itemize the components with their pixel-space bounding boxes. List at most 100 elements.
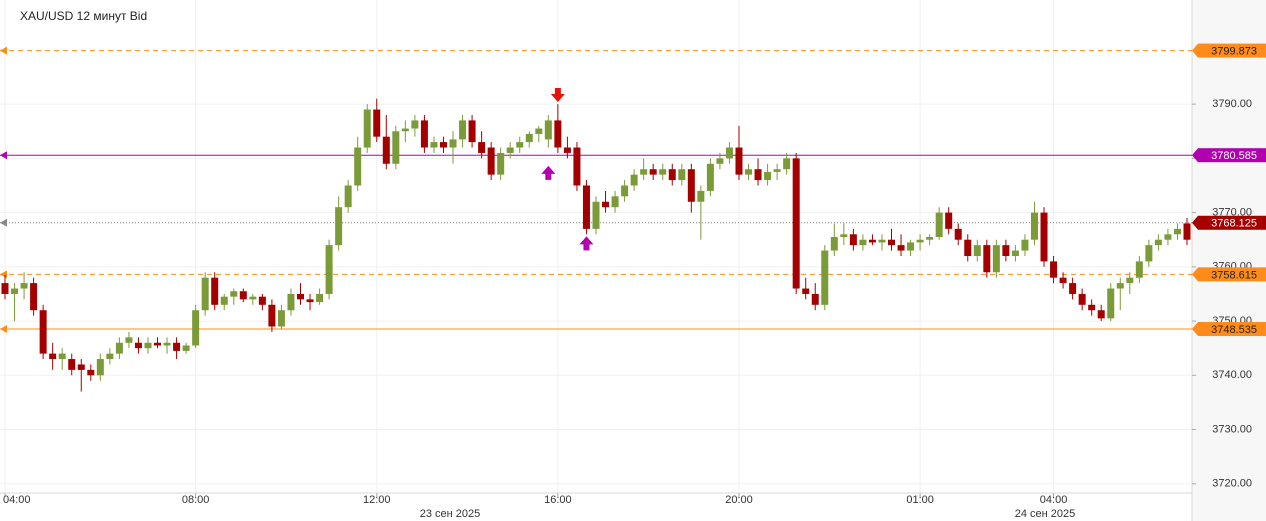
candle-body bbox=[1040, 212, 1048, 262]
candle-body bbox=[716, 158, 724, 164]
candle-body bbox=[611, 196, 619, 208]
candle-body bbox=[945, 212, 953, 229]
chart-title: XAU/USD 12 минут Bid bbox=[20, 9, 147, 23]
candle-body bbox=[792, 158, 800, 289]
candle-body bbox=[1126, 277, 1134, 284]
candle-body bbox=[134, 342, 142, 349]
candle-body bbox=[96, 359, 104, 376]
candle-body bbox=[220, 296, 228, 305]
level-label-pointer bbox=[1192, 215, 1198, 230]
candle-body bbox=[735, 147, 743, 175]
candle-body bbox=[58, 353, 66, 360]
candle-body bbox=[39, 310, 47, 354]
candle-body bbox=[868, 239, 876, 243]
candle-body bbox=[1021, 239, 1029, 251]
level-arrow bbox=[0, 46, 7, 55]
y-tick-label: 3740.00 bbox=[1212, 369, 1252, 381]
signal-arrow bbox=[541, 165, 556, 180]
candle-body bbox=[411, 120, 419, 129]
candle-body bbox=[239, 291, 247, 300]
level-label-box bbox=[1198, 322, 1266, 337]
candle-body bbox=[1097, 310, 1105, 319]
candle-body bbox=[249, 296, 257, 300]
candle-body bbox=[316, 293, 324, 303]
candle-body bbox=[783, 158, 791, 170]
level-label: 3748.535 bbox=[1211, 324, 1257, 336]
candle-body bbox=[87, 369, 95, 376]
candle-body bbox=[68, 359, 76, 370]
candle-body bbox=[449, 139, 457, 148]
candle-body bbox=[983, 245, 991, 273]
candle-body bbox=[115, 342, 123, 354]
candle-body bbox=[1088, 304, 1096, 311]
level-label: 3768.125 bbox=[1211, 218, 1257, 230]
y-axis-panel bbox=[1192, 0, 1266, 521]
candle-body bbox=[268, 304, 276, 327]
level-arrow bbox=[0, 218, 7, 227]
candle-body bbox=[811, 293, 819, 305]
candle-body bbox=[1050, 261, 1058, 278]
candle-body bbox=[878, 239, 886, 243]
x-tick-label: 01:00 bbox=[906, 494, 934, 506]
y-tick-label: 3730.00 bbox=[1212, 423, 1252, 435]
signal-arrow bbox=[579, 236, 594, 251]
candle-body bbox=[373, 109, 381, 137]
candle-body bbox=[1116, 283, 1124, 289]
candle-body bbox=[430, 142, 438, 148]
candle-body bbox=[459, 120, 467, 140]
candle-body bbox=[354, 147, 362, 186]
candle-body bbox=[1173, 228, 1181, 235]
level-label-pointer bbox=[1192, 148, 1198, 163]
candle-body bbox=[106, 353, 114, 360]
candle-body bbox=[49, 353, 57, 360]
candle-body bbox=[392, 131, 400, 164]
candle-body bbox=[335, 207, 343, 246]
candle-body bbox=[745, 169, 753, 175]
candle-body bbox=[563, 147, 571, 153]
y-tick-label: 3790.00 bbox=[1212, 98, 1252, 110]
candle-body bbox=[621, 185, 629, 197]
candle-body bbox=[1164, 234, 1172, 240]
candle-body bbox=[649, 169, 657, 175]
candle-body bbox=[697, 190, 705, 202]
candle-body bbox=[1059, 277, 1067, 284]
candle-body bbox=[516, 142, 524, 148]
candle-body bbox=[201, 277, 209, 311]
candle-body bbox=[582, 185, 590, 229]
candle-body bbox=[11, 288, 19, 294]
candle-body bbox=[154, 342, 162, 346]
level-label-pointer bbox=[1192, 43, 1198, 58]
candle-body bbox=[363, 109, 371, 148]
candle-body bbox=[678, 169, 686, 181]
candle-body bbox=[573, 147, 581, 186]
candle-body bbox=[77, 364, 85, 370]
candle-body bbox=[382, 136, 390, 164]
candle-body bbox=[30, 283, 38, 311]
candle-body bbox=[401, 128, 409, 132]
candle-body bbox=[1030, 212, 1038, 240]
candle-body bbox=[916, 239, 924, 243]
candle-body bbox=[439, 142, 447, 148]
candle-body bbox=[182, 345, 190, 351]
candle-body bbox=[602, 201, 610, 208]
level-label-box bbox=[1198, 215, 1266, 230]
candle-body bbox=[277, 310, 285, 327]
candle-body bbox=[992, 245, 1000, 273]
candle-body bbox=[1183, 223, 1191, 240]
level-label-box bbox=[1198, 267, 1266, 282]
candle-body bbox=[754, 169, 762, 181]
candle-body bbox=[659, 169, 667, 175]
candle-body bbox=[420, 120, 428, 148]
candle-body bbox=[897, 245, 905, 251]
y-tick-label: 3720.00 bbox=[1212, 478, 1252, 490]
candle-body bbox=[1107, 288, 1115, 319]
candle-body bbox=[1078, 293, 1086, 305]
level-label-pointer bbox=[1192, 267, 1198, 282]
x-tick-label: 20:00 bbox=[725, 494, 753, 506]
candle-body bbox=[821, 250, 829, 305]
candle-body bbox=[554, 120, 562, 148]
x-tick-label: 08:00 bbox=[182, 494, 210, 506]
candle-body bbox=[1145, 245, 1153, 262]
candle-body bbox=[173, 342, 181, 351]
